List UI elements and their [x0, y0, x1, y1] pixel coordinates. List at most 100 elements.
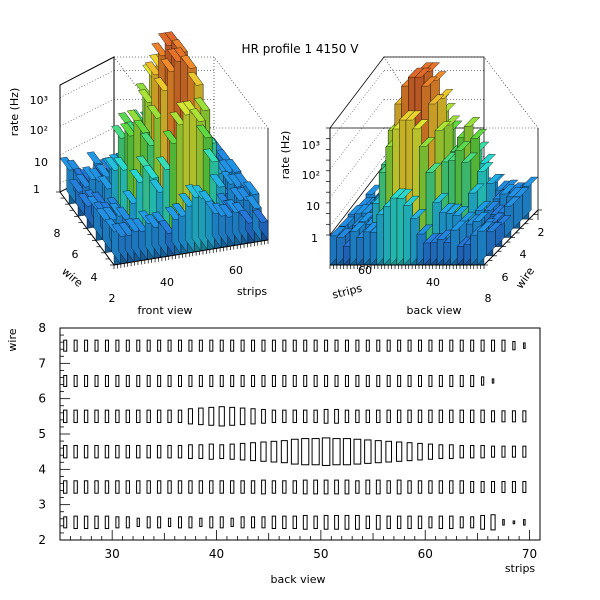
box-cell — [449, 515, 454, 530]
box-cell — [438, 480, 444, 494]
box-cell — [469, 444, 475, 459]
box-cell — [167, 517, 172, 527]
box-cell — [428, 480, 433, 494]
x-tick-label: 70 — [522, 547, 537, 561]
box-cell — [334, 339, 339, 352]
box-cell — [292, 515, 297, 530]
box-cell — [449, 374, 454, 388]
box-cell — [136, 480, 141, 494]
front-x-label: strips — [237, 285, 268, 298]
box-cell — [480, 409, 485, 424]
box-cell — [260, 441, 267, 462]
box-cell — [198, 374, 203, 388]
box-cell — [167, 409, 172, 424]
y-tick-label: 3 — [38, 498, 46, 512]
box-cell — [146, 409, 151, 424]
x-tick-label: 60 — [418, 547, 433, 561]
box-cell — [355, 339, 360, 352]
box-cell — [199, 517, 203, 527]
box-cell — [511, 480, 516, 494]
box-cell — [418, 339, 423, 352]
back-bar — [423, 233, 440, 266]
box-cell — [230, 374, 235, 388]
box-cell — [83, 515, 89, 530]
back-z-tick-1000: 10³ — [302, 139, 320, 152]
box-cell — [73, 409, 78, 424]
back-y-tick-2: 2 — [538, 226, 545, 239]
box-cell — [115, 339, 120, 352]
box-cell — [470, 480, 475, 494]
box-cell — [73, 515, 78, 530]
box-cell — [332, 438, 341, 466]
box-cell — [136, 517, 140, 527]
box-cell — [323, 479, 329, 495]
box-caption: back view — [271, 573, 326, 586]
back-z-tick-1: 1 — [311, 232, 318, 245]
box-cell — [219, 339, 224, 352]
box-cell — [188, 374, 193, 388]
box-cell — [406, 442, 413, 462]
box-cell — [136, 409, 141, 424]
box-cell — [480, 514, 485, 530]
box-cell — [353, 438, 362, 465]
front-y-tick-4: 4 — [91, 271, 98, 284]
back-z-label: rate (Hz) — [279, 131, 292, 179]
box-cell — [334, 374, 339, 388]
box-cell — [324, 339, 329, 352]
box-cell — [397, 339, 402, 352]
box-cell — [261, 516, 266, 529]
box-cell — [311, 438, 320, 466]
box-cells — [63, 339, 527, 531]
box-cell — [396, 515, 402, 530]
box-cell — [282, 409, 287, 424]
box-cell — [438, 515, 444, 530]
box-cell — [501, 445, 506, 458]
box-cell — [418, 374, 423, 388]
box-cell — [344, 339, 349, 352]
box-cell — [219, 444, 225, 460]
box-cell — [167, 444, 172, 459]
box-cell — [470, 339, 475, 352]
back-y-tick-6: 6 — [502, 271, 509, 284]
box-cell — [386, 409, 391, 424]
box-cell — [125, 409, 131, 424]
box-plot-panel: 30 40 50 60 70 2 3 4 5 6 7 8 wire strips back view — [6, 321, 541, 586]
box-cell — [282, 515, 287, 530]
back-lego-bars — [329, 62, 539, 266]
box-cell — [250, 480, 256, 494]
front-bar — [245, 195, 262, 243]
box-cell — [146, 444, 151, 459]
box-cell — [396, 409, 402, 424]
box-cell — [63, 339, 68, 352]
box-cell — [324, 374, 329, 388]
box-cell — [459, 444, 464, 459]
box-cell — [282, 480, 287, 494]
box-cell — [188, 444, 193, 460]
back-x-tick-60: 60 — [358, 264, 372, 277]
box-cell — [438, 444, 444, 460]
box-cell — [261, 479, 266, 495]
box-cell — [459, 374, 464, 388]
box-cell — [104, 444, 110, 459]
box-cell — [63, 444, 68, 459]
box-cell — [219, 480, 224, 494]
box-cell — [125, 480, 131, 494]
box-cell — [303, 374, 308, 388]
back-y-tick-8: 8 — [485, 292, 492, 305]
box-cell — [125, 339, 130, 352]
box-cell — [344, 479, 350, 495]
box-cell — [240, 516, 245, 529]
back-caption: back view — [407, 304, 462, 317]
box-cell — [188, 339, 193, 352]
box-cell — [177, 409, 183, 424]
back-view-panel: 1 10 10² 10³ rate (Hz) 60 40 strips 2 4 … — [279, 56, 545, 317]
box-cell — [522, 480, 527, 494]
front-x-tick-40: 40 — [160, 276, 174, 289]
box-cell — [157, 516, 162, 529]
box-cell — [523, 342, 526, 349]
front-z-tick-100: 10² — [30, 124, 48, 137]
box-cell — [84, 374, 89, 388]
box-cell — [292, 339, 297, 352]
front-ticks — [56, 191, 269, 269]
